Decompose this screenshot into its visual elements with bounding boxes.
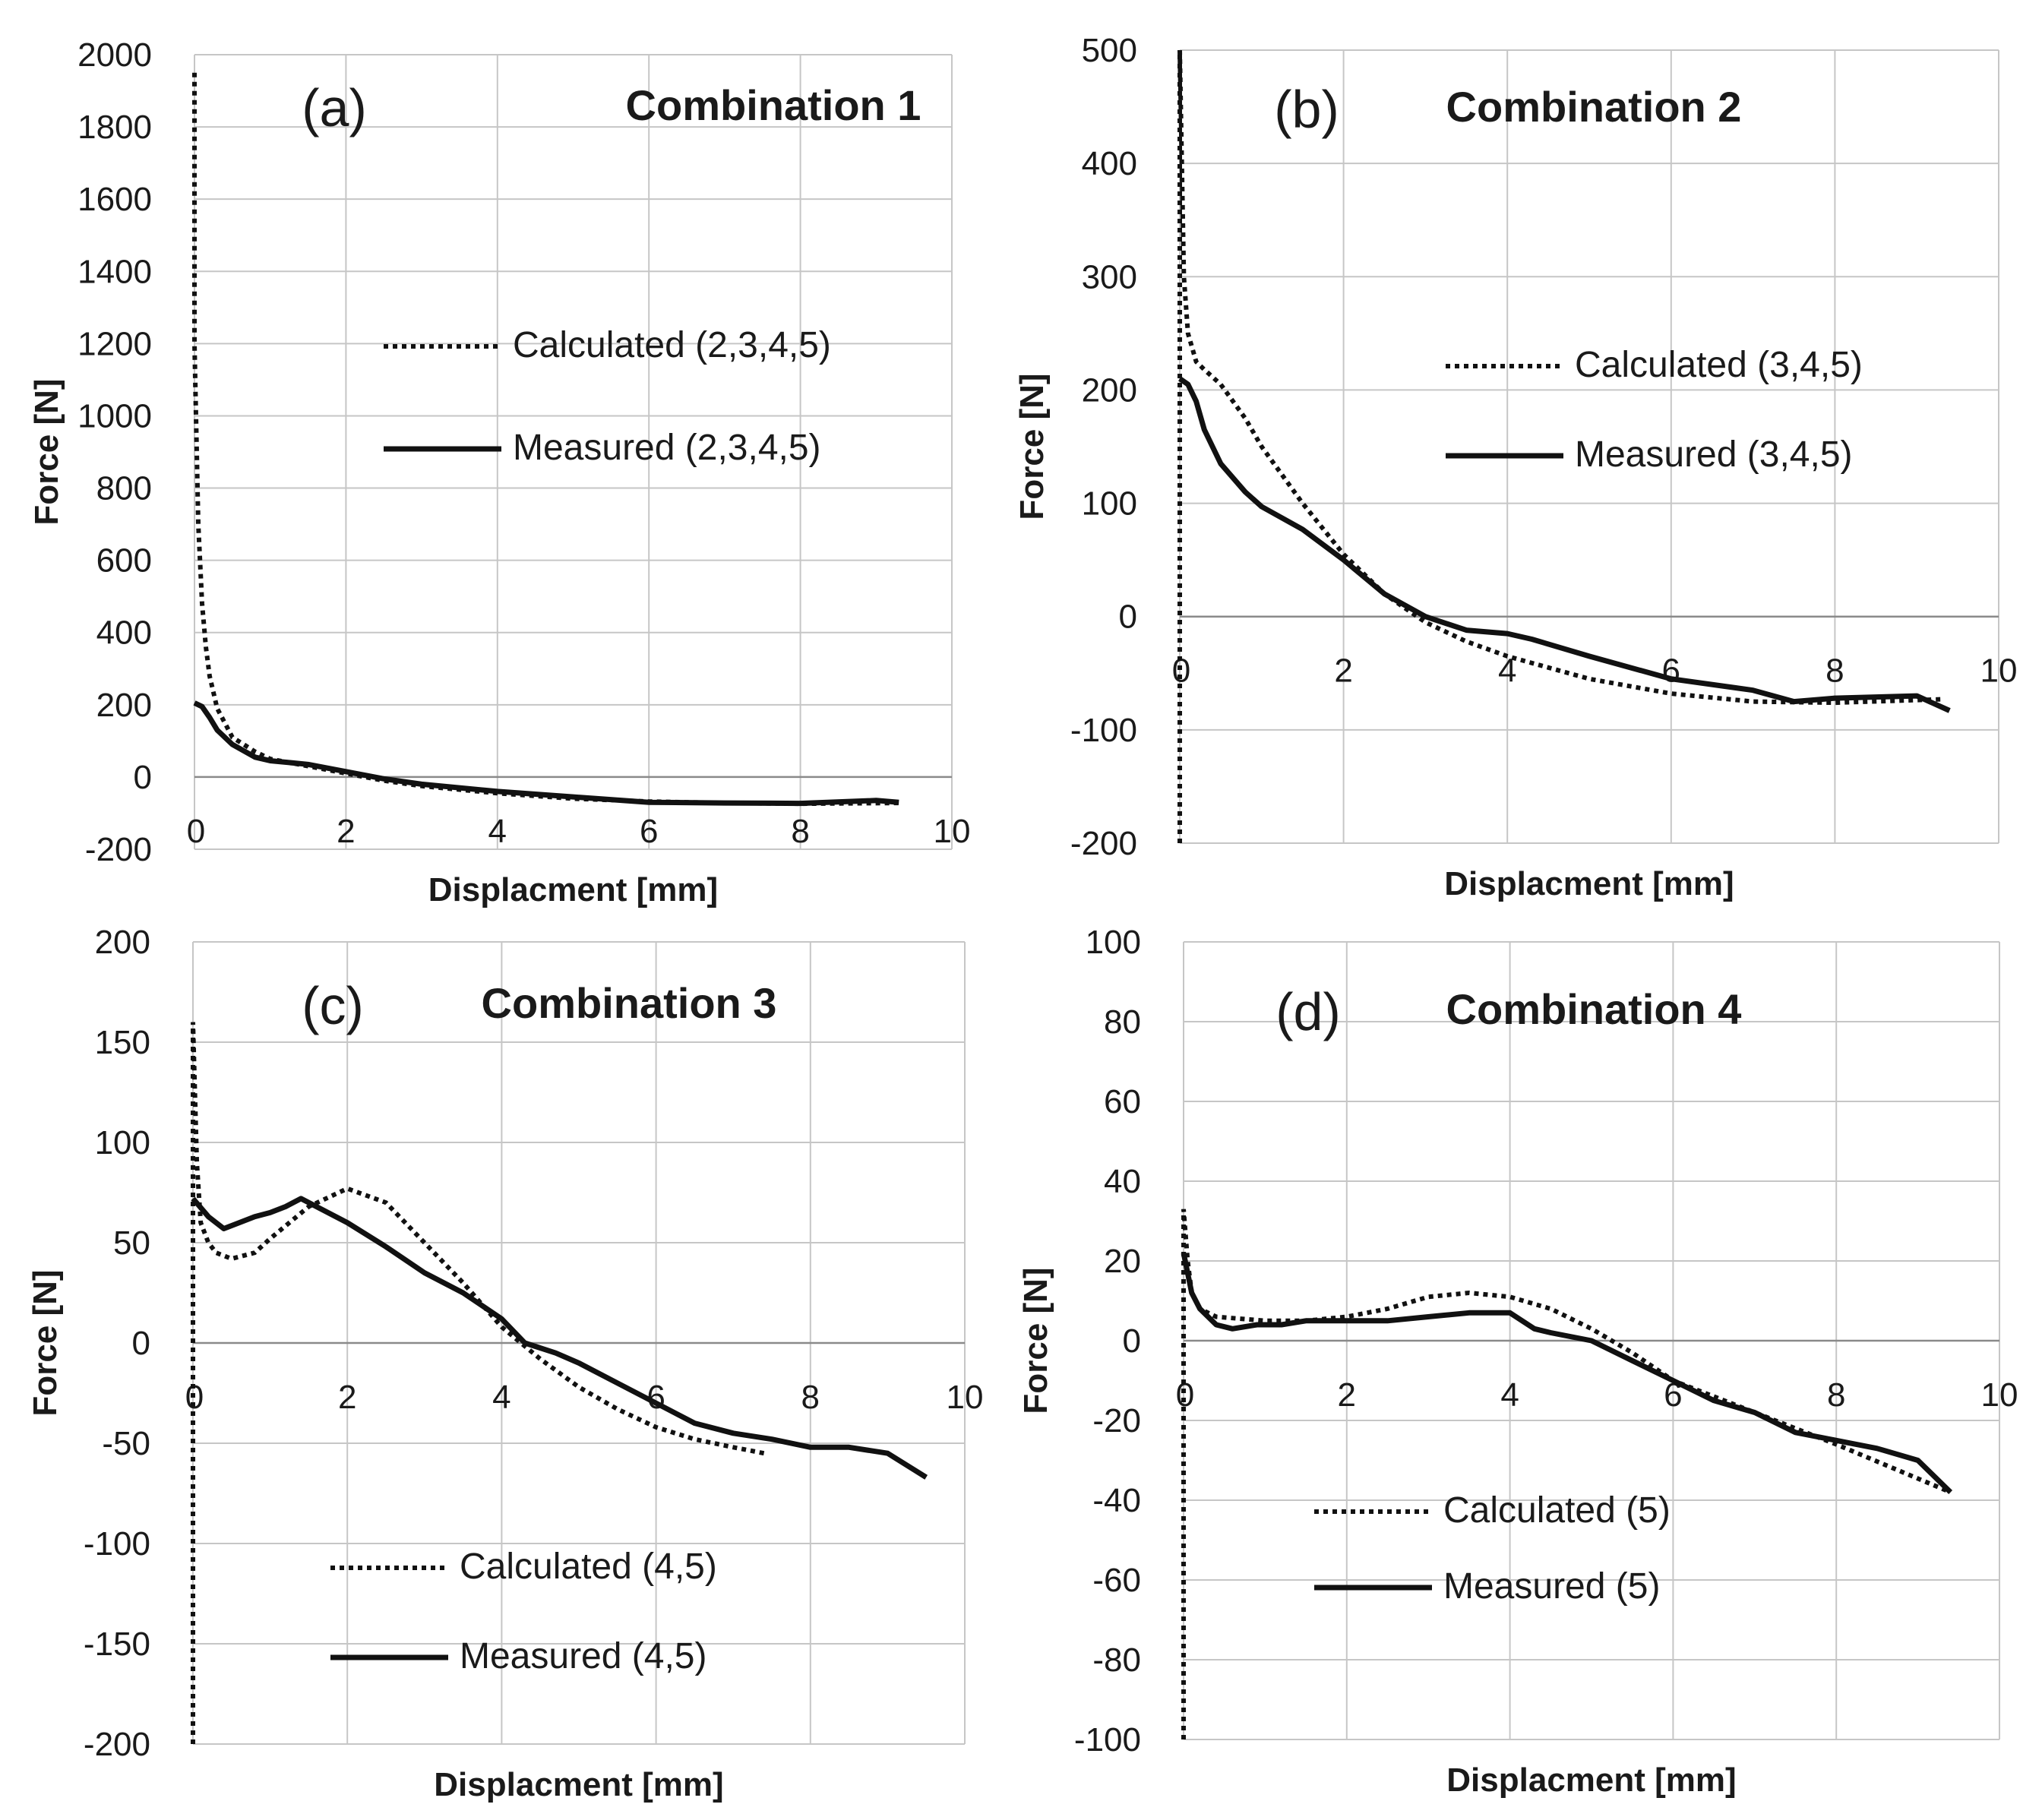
legend-label: Measured (2,3,4,5) <box>513 428 821 468</box>
y-tick-label: 50 <box>113 1224 150 1262</box>
y-tick-label: 600 <box>96 542 152 580</box>
y-tick-label: 100 <box>1082 485 1137 523</box>
y-tick-label: 200 <box>1082 371 1137 409</box>
y-tick-label: 0 <box>1123 1322 1141 1360</box>
y-axis-title: Force [N] <box>1017 1267 1054 1414</box>
y-tick-label: -20 <box>1092 1402 1141 1439</box>
x-axis-title: Displacment [mm] <box>434 1766 723 1803</box>
y-tick-label: 1800 <box>77 109 152 146</box>
measured-series-line <box>1178 376 1951 713</box>
y-tick-label: -200 <box>1070 825 1137 862</box>
x-tick-label: 10 <box>947 1379 984 1416</box>
measured-series-line <box>191 1196 928 1480</box>
y-axis-title: Force [N] <box>28 378 65 525</box>
y-tick-label: -100 <box>84 1525 150 1562</box>
legend-label: Calculated (5) <box>1443 1490 1671 1531</box>
y-axis-title: Force [N] <box>27 1269 64 1416</box>
x-tick-label: 8 <box>801 1379 820 1416</box>
legend-label: Measured (5) <box>1443 1566 1660 1607</box>
y-tick-label: 400 <box>1082 145 1137 182</box>
y-tick-label: 1200 <box>77 325 152 362</box>
y-tick-label: 300 <box>1082 258 1137 295</box>
y-tick-label: 1600 <box>77 181 152 218</box>
y-tick-label: 800 <box>96 470 152 507</box>
y-tick-label: 400 <box>96 615 152 652</box>
y-tick-label: 200 <box>96 687 152 724</box>
x-tick-label: 6 <box>640 813 658 850</box>
y-tick-label: 1400 <box>77 253 152 290</box>
chart-title: Combination 4 <box>1446 985 1742 1033</box>
calculated-series-line <box>191 1022 765 1744</box>
x-axis-title: Displacment [mm] <box>1444 865 1734 902</box>
x-tick-label: 8 <box>1827 1376 1845 1414</box>
chart-title: Combination 3 <box>482 979 777 1027</box>
y-tick-label: 0 <box>132 1325 150 1362</box>
x-axis-title: Displacment [mm] <box>428 871 718 908</box>
x-tick-label: 2 <box>337 813 355 850</box>
y-tick-label: -200 <box>85 831 152 868</box>
y-tick-label: 0 <box>134 759 152 796</box>
y-tick-label: 40 <box>1104 1163 1141 1200</box>
chart-panel-1: -200 0 200 400 600 800 1000 1200 1400 1600 1800 200… <box>28 36 970 908</box>
y-tick-label: 1000 <box>77 397 152 434</box>
x-tick-label: 4 <box>488 813 507 850</box>
y-tick-label: 150 <box>95 1024 150 1061</box>
x-tick-label: 8 <box>1825 652 1844 690</box>
y-tick-label: 100 <box>1086 924 1141 961</box>
y-tick-label: -100 <box>1074 1721 1141 1758</box>
panel-label: (b) <box>1274 80 1339 139</box>
chart-title: Combination 1 <box>626 81 921 129</box>
x-tick-label: 2 <box>1338 1376 1356 1414</box>
y-tick-label: 20 <box>1104 1243 1141 1280</box>
y-tick-label: 500 <box>1082 32 1137 69</box>
y-tick-label: -200 <box>84 1726 150 1763</box>
panel-label: (a) <box>302 78 367 137</box>
measured-series-line <box>193 700 899 807</box>
calculated-series-line <box>1177 49 1942 843</box>
x-tick-label: 10 <box>1980 652 2018 690</box>
x-tick-label: 2 <box>338 1379 356 1416</box>
legend-label: Calculated (3,4,5) <box>1575 345 1863 385</box>
legend-label: Calculated (4,5) <box>460 1547 717 1587</box>
x-tick-label: 10 <box>934 813 971 850</box>
y-axis-title: Force [N] <box>1013 373 1051 520</box>
x-tick-label: 4 <box>1500 1376 1519 1414</box>
y-tick-label: 200 <box>95 924 150 961</box>
y-tick-label: 0 <box>1119 599 1137 636</box>
x-tick-label: 4 <box>492 1379 510 1416</box>
panel-label: (d) <box>1275 982 1341 1041</box>
x-tick-label: 8 <box>791 813 809 850</box>
legend-label: Calculated (2,3,4,5) <box>513 325 831 365</box>
y-tick-label: -150 <box>84 1626 150 1663</box>
measured-series-line <box>1181 1252 1953 1495</box>
y-tick-label: 2000 <box>77 36 152 74</box>
legend-label: Measured (3,4,5) <box>1575 434 1853 475</box>
x-axis-title: Displacment [mm] <box>1446 1762 1736 1799</box>
y-tick-label: -80 <box>1092 1641 1141 1679</box>
y-tick-label: -50 <box>102 1425 150 1462</box>
x-tick-label: 2 <box>1334 652 1352 690</box>
y-tick-label: -40 <box>1092 1482 1141 1519</box>
chart-title: Combination 2 <box>1446 83 1742 131</box>
x-tick-label: 6 <box>1662 652 1680 690</box>
legend-label: Measured (4,5) <box>460 1636 706 1676</box>
y-tick-label: 80 <box>1104 1003 1141 1041</box>
y-tick-label: -60 <box>1092 1562 1141 1599</box>
y-tick-label: 60 <box>1104 1083 1141 1120</box>
y-tick-label: 100 <box>95 1124 150 1161</box>
y-tick-label: -100 <box>1070 712 1137 749</box>
panel-label: (c) <box>302 976 364 1035</box>
x-tick-label: 0 <box>187 813 205 850</box>
x-tick-label: 10 <box>1981 1376 2018 1414</box>
